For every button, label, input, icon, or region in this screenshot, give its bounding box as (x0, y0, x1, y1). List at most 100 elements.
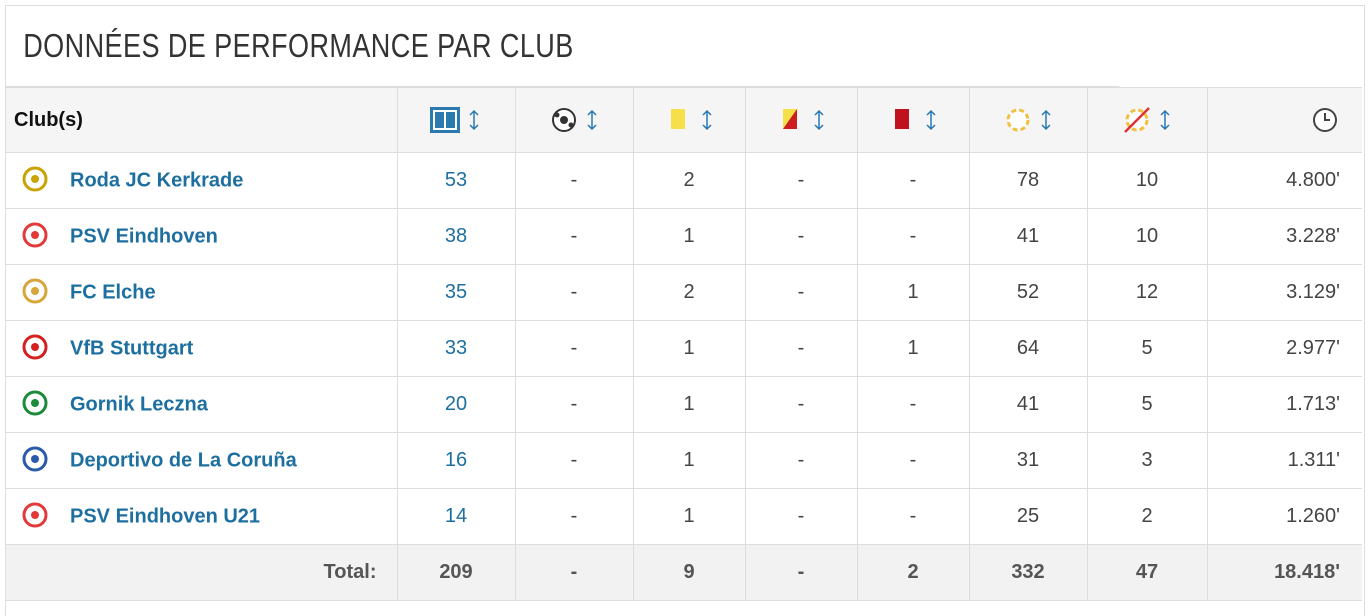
stat-cell: 4.800' (1206, 152, 1362, 209)
icon (1313, 108, 1337, 132)
stat-value: - (909, 505, 917, 527)
stat-cell: - (744, 376, 858, 433)
stat-value: 52 (1016, 281, 1040, 303)
total-value: - (744, 544, 858, 601)
stat-cell: 2 (632, 264, 746, 321)
stat-value: 1.713' (1286, 393, 1340, 415)
stat-value: 1 (683, 337, 695, 359)
stat-value: - (909, 393, 917, 415)
club-name[interactable]: VfB Stuttgart (70, 336, 194, 359)
icon (430, 107, 479, 133)
stat-cell: 78 (968, 152, 1088, 209)
stat-cell: 2.977' (1206, 320, 1362, 377)
stat-cell: - (744, 432, 858, 489)
club-cell: PSV Eindhoven U21 (6, 488, 398, 545)
stat-cell: 20 (396, 376, 516, 433)
icon (671, 109, 712, 131)
stat-cell: 2 (1086, 488, 1208, 545)
stat-value: 64 (1016, 337, 1040, 359)
club-crest (22, 390, 48, 415)
stat-cell: 3.228' (1206, 208, 1362, 265)
total-value: 2 (856, 544, 970, 601)
stat-value: 4.800' (1286, 169, 1340, 191)
sub-out-header[interactable] (1086, 87, 1208, 153)
stat-cell: 31 (968, 432, 1088, 489)
appearances-header[interactable] (396, 87, 516, 153)
stat-cell: 1 (632, 488, 746, 545)
club-name[interactable]: Roda JC Kerkrade (70, 168, 244, 191)
stat-value: 2.977' (1286, 337, 1340, 359)
performance-panel: DONNÉES DE PERFORMANCE PAR CLUB Club(s) … (5, 5, 1365, 616)
appearances-link[interactable]: 53 (444, 169, 468, 191)
stat-value: 2 (683, 281, 695, 303)
stat-cell: 53 (396, 152, 516, 209)
stat-cell: - (856, 208, 970, 265)
stat-cell: 5 (1086, 376, 1208, 433)
club-crest (22, 278, 48, 303)
total-value: - (514, 544, 634, 601)
stat-cell: - (514, 320, 634, 377)
stat-cell: - (856, 488, 970, 545)
stat-value: 3 (1141, 449, 1153, 471)
stat-cell: - (744, 152, 858, 209)
stat-cell: 14 (396, 488, 516, 545)
table-body: Roda JC Kerkrade 53-2- -78 10 4.800' PSV Eind… (6, 152, 1362, 545)
red-card-header[interactable] (856, 87, 970, 153)
stat-value: - (570, 449, 578, 471)
stat-cell: - (744, 264, 858, 321)
stat-value: - (909, 169, 917, 191)
stat-cell: - (744, 208, 858, 265)
club-name[interactable]: FC Elche (70, 280, 156, 303)
table-footer: Total: 209-9-2 332 47 18.418' (6, 544, 1362, 601)
table-row: PSV Eindhoven 38 - 1 - - 41 10 3.228' (6, 208, 1362, 265)
total-value: 9 (632, 544, 746, 601)
club-cell: Gornik Leczna (6, 376, 398, 433)
stat-cell: 1.260' (1206, 488, 1362, 545)
club-cell: PSV Eindhoven (6, 208, 398, 265)
table-row: PSV Eindhoven U21 14 - 1 - - 25 2 1.260' (6, 488, 1362, 545)
stat-cell: 38 (396, 208, 516, 265)
stat-value: - (909, 225, 917, 247)
stat-cell: - (514, 152, 634, 209)
stat-cell: 12 (1086, 264, 1208, 321)
stat-value: - (797, 337, 805, 359)
club-name[interactable]: PSV Eindhoven (70, 224, 218, 247)
stat-value: 1 (683, 505, 695, 527)
appearances-link[interactable]: 20 (444, 393, 468, 415)
stat-value: - (570, 337, 578, 359)
total-label: Total: (6, 544, 398, 601)
stat-value: - (570, 169, 578, 191)
stat-cell: 35 (396, 264, 516, 321)
goals-header[interactable] (514, 87, 634, 153)
stat-cell: 1 (632, 376, 746, 433)
total-value: 209 (396, 544, 516, 601)
table-row: VfB Stuttgart 33 - 1 - 1 64 5 2.977' (6, 320, 1362, 377)
stat-cell: 1 (632, 432, 746, 489)
appearances-link[interactable]: 14 (444, 505, 468, 527)
appearances-link[interactable]: 35 (444, 281, 468, 303)
club-header: Club(s) (6, 87, 398, 153)
yellow-card-header[interactable] (632, 87, 746, 153)
club-name[interactable]: PSV Eindhoven U21 (70, 504, 261, 527)
stat-cell: 25 (968, 488, 1088, 545)
appearances-link[interactable]: 16 (444, 449, 468, 471)
second-yellow-header[interactable] (744, 87, 858, 153)
stat-value: 1 (683, 225, 695, 247)
stat-cell: - (514, 208, 634, 265)
stat-cell: 5 (1086, 320, 1208, 377)
stat-cell: - (514, 264, 634, 321)
club-name[interactable]: Gornik Leczna (70, 392, 208, 415)
panel-title: DONNÉES DE PERFORMANCE PAR CLUB (6, 6, 1120, 87)
club-cell: Roda JC Kerkrade (6, 152, 398, 209)
appearances-link[interactable]: 33 (444, 337, 468, 359)
minutes-header[interactable] (1206, 87, 1362, 153)
total-row: Total: 209-9-2 332 47 18.418' (6, 544, 1362, 601)
club-crest (22, 222, 48, 247)
stat-value: 10 (1135, 225, 1159, 247)
stat-value: 5 (1141, 337, 1153, 359)
stat-cell: 16 (396, 432, 516, 489)
stat-value: 10 (1135, 169, 1159, 191)
sub-in-header[interactable] (968, 87, 1088, 153)
club-name[interactable]: Deportivo de La Coruña (70, 448, 297, 471)
appearances-link[interactable]: 38 (444, 225, 468, 247)
